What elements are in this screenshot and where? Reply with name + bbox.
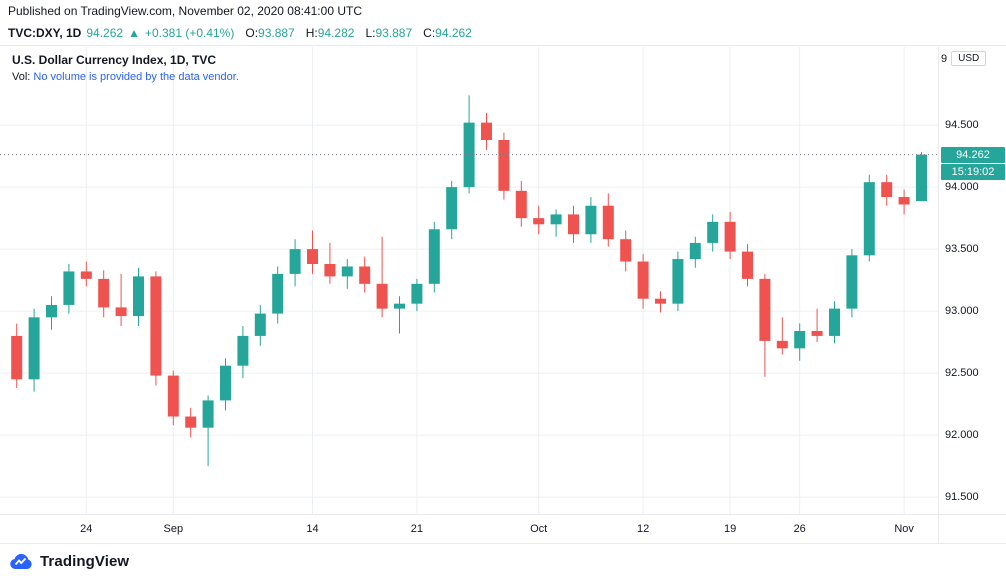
ohlc-close: C:94.262 bbox=[417, 26, 472, 40]
ohlc-low: L:93.887 bbox=[359, 26, 412, 40]
partial-tick: 9 bbox=[941, 52, 948, 65]
high-label: H: bbox=[305, 25, 318, 40]
time-tick-label: 24 bbox=[80, 523, 93, 535]
symbol-name: TVC:DXY, 1D bbox=[8, 25, 82, 40]
time-tick-label: 21 bbox=[410, 523, 424, 535]
currency-unit-button[interactable]: USD bbox=[951, 51, 987, 66]
time-axis[interactable]: 24 Sep 14 21 Oct 12 19 26 Nov bbox=[0, 514, 938, 543]
time-tick-label: Oct bbox=[530, 523, 548, 535]
low-value: 93.887 bbox=[375, 25, 413, 40]
open-value: 93.887 bbox=[258, 25, 295, 40]
price-tick-label: 92.500 bbox=[945, 367, 979, 380]
footer-bar: TradingView bbox=[0, 543, 1006, 578]
price-axis[interactable]: 9 USD 94.262 15:19:02 94.500 94.000 93.500… bbox=[938, 47, 1006, 514]
price-tick-label: 94.500 bbox=[945, 119, 979, 132]
ohlc-high: H:94.282 bbox=[300, 26, 355, 40]
open-label: O: bbox=[245, 25, 259, 40]
bar-countdown-label: 15:19:02 bbox=[941, 163, 1005, 180]
tradingview-cloud-icon bbox=[10, 553, 32, 569]
brand-wordmark: TradingView bbox=[40, 552, 130, 570]
axis-corner bbox=[938, 514, 1006, 543]
symbol-info-bar: TVC:DXY, 1D 94.262 ▲ +0.381 (+0.41%) O:9… bbox=[0, 22, 1006, 46]
last-price-label: 94.262 bbox=[941, 146, 1005, 163]
published-text: Published on TradingView.com, November 0… bbox=[8, 4, 362, 18]
change-arrow-icon: ▲ bbox=[128, 25, 140, 40]
time-tick-label: Sep bbox=[163, 523, 184, 535]
low-label: L: bbox=[365, 25, 376, 40]
close-value: 94.262 bbox=[435, 25, 472, 40]
published-bar: Published on TradingView.com, November 0… bbox=[0, 0, 1006, 22]
price-tick-label: 92.000 bbox=[945, 429, 979, 442]
tradingview-logo[interactable]: TradingView bbox=[8, 553, 129, 570]
close-label: C: bbox=[423, 25, 436, 40]
chart-area: U.S. Dollar Currency Index, 1D, TVC Vol:… bbox=[0, 47, 1006, 514]
high-value: 94.282 bbox=[317, 25, 355, 40]
last-price: 94.262 bbox=[86, 25, 124, 40]
price-tick-label: 91.500 bbox=[945, 491, 979, 504]
time-tick-label: 19 bbox=[723, 523, 737, 535]
price-tick-label: 94.000 bbox=[945, 181, 979, 194]
time-tick-label: 14 bbox=[306, 523, 319, 535]
price-tick-label: 93.500 bbox=[945, 243, 979, 256]
ohlc-open: O:93.887 bbox=[239, 26, 294, 40]
time-tick-label: 26 bbox=[793, 523, 806, 535]
time-tick-label: 12 bbox=[636, 523, 650, 535]
price-tick-label: 93.000 bbox=[945, 305, 979, 318]
candlestick-chart[interactable] bbox=[0, 47, 938, 514]
price-axis-top: 9 USD bbox=[941, 51, 987, 66]
time-tick-label: Nov bbox=[894, 523, 914, 535]
price-change: +0.381 (+0.41%) bbox=[144, 25, 235, 40]
